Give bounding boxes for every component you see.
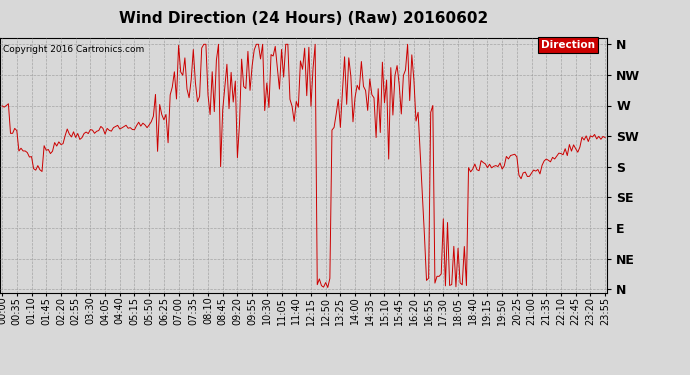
- Text: Copyright 2016 Cartronics.com: Copyright 2016 Cartronics.com: [3, 45, 144, 54]
- Text: Wind Direction (24 Hours) (Raw) 20160602: Wind Direction (24 Hours) (Raw) 20160602: [119, 11, 489, 26]
- Text: Direction: Direction: [541, 40, 595, 50]
